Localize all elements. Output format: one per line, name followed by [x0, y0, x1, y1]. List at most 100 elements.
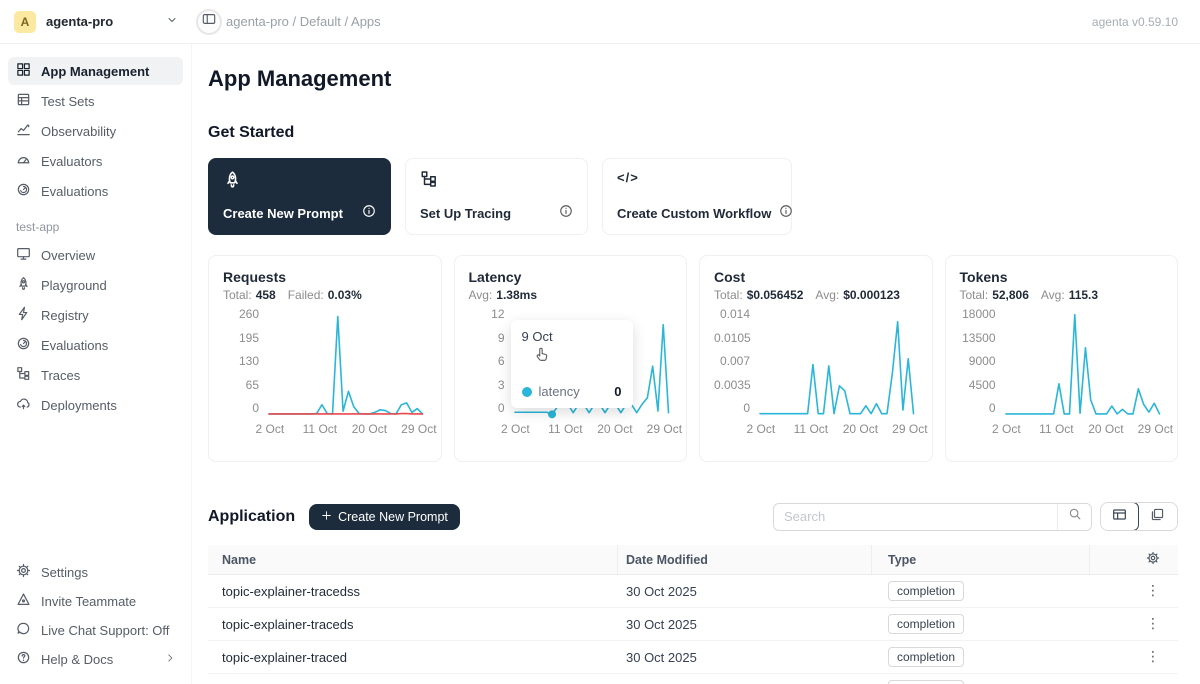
sidebar-item-help-docs[interactable]: Help & Docs: [8, 645, 183, 673]
y-tick: 0.0035: [714, 377, 751, 392]
create-new-prompt-button[interactable]: Create New Prompt: [309, 503, 460, 530]
y-tick: 18000: [962, 307, 996, 321]
sidebar-item-label: Registry: [41, 307, 89, 323]
y-tick: 0: [988, 401, 996, 415]
x-tick: 11 Oct: [302, 422, 338, 436]
column-header-type[interactable]: Type: [872, 545, 1090, 574]
info-icon[interactable]: [559, 204, 573, 223]
sidebar-item-evaluations-app[interactable]: Evaluations: [8, 331, 183, 359]
sidebar-item-registry[interactable]: Registry: [8, 301, 183, 329]
x-tick: 2 Oct: [992, 422, 1021, 436]
tooltip-series: latency: [538, 384, 580, 399]
hand-cursor-icon: [533, 346, 551, 369]
applications-table: Name Date Modified Type topic-explainer-…: [208, 545, 1178, 684]
search-input[interactable]: [774, 509, 1057, 524]
app-version: agenta v0.59.10: [1091, 14, 1178, 29]
chart-stat: Failed: 0.03%: [287, 288, 362, 302]
info-icon[interactable]: [779, 204, 793, 223]
sidebar-item-overview[interactable]: Overview: [8, 241, 183, 269]
sidebar-item-playground[interactable]: Playground: [8, 271, 183, 299]
info-icon[interactable]: [362, 204, 376, 223]
sidebar-item-invite-teammate[interactable]: Invite Teammate: [8, 587, 183, 615]
create-custom-workflow-card[interactable]: </> Create Custom Workflow: [602, 158, 793, 235]
x-tick: 11 Oct: [1039, 422, 1074, 436]
chart-title: Tokens: [959, 269, 1008, 285]
grid-icon: [16, 62, 31, 80]
sidebar-item-settings[interactable]: Settings: [8, 558, 183, 586]
sidebar-item-deployments[interactable]: Deployments: [8, 391, 183, 419]
sidebar-item-label: Observability: [41, 123, 117, 139]
row-menu-button[interactable]: ⋮: [1146, 649, 1160, 665]
rocket-icon: [16, 276, 31, 294]
sidebar-item-label: App Management: [41, 63, 150, 79]
card-label: Create Custom Workflow: [617, 206, 772, 221]
row-menu-button[interactable]: ⋮: [1146, 583, 1160, 599]
search-button[interactable]: [1057, 503, 1091, 530]
x-tick: 29 Oct: [1137, 422, 1174, 436]
column-header-date-modified[interactable]: Date Modified: [618, 545, 872, 574]
table-row[interactable]: career-assessment 27 Oct 2025 completion…: [208, 674, 1178, 684]
tree-icon: [420, 170, 573, 193]
table-row[interactable]: topic-explainer-tracedss 30 Oct 2025 com…: [208, 575, 1178, 608]
table-row[interactable]: topic-explainer-traceds 30 Oct 2025 comp…: [208, 608, 1178, 641]
y-tick: 12: [491, 307, 505, 321]
sidebar-section-label: test-app: [16, 220, 60, 234]
row-menu-button[interactable]: ⋮: [1146, 616, 1160, 632]
plot-area[interactable]: [1004, 312, 1164, 416]
y-tick: 130: [238, 354, 259, 368]
chart-title: Requests: [223, 269, 287, 285]
column-settings-gear-icon[interactable]: [1146, 551, 1160, 568]
tooltip-value: 0: [614, 384, 622, 399]
plot-area[interactable]: [267, 312, 427, 416]
gauge-icon: [16, 152, 31, 170]
card-label: Create New Prompt: [223, 206, 343, 221]
plot-area[interactable]: [513, 312, 673, 419]
row-menu-button[interactable]: ⋮: [1146, 682, 1160, 684]
y-tick: 0: [743, 401, 750, 415]
breadcrumb[interactable]: agenta-pro / Default / Apps: [226, 14, 381, 29]
y-tick: 260: [238, 307, 259, 321]
sidebar-item-observability[interactable]: Observability: [8, 117, 183, 145]
y-tick: 0: [497, 401, 505, 415]
sidebar-item-evaluations[interactable]: Evaluations: [8, 177, 183, 205]
y-tick: 9: [497, 330, 505, 345]
column-header-name[interactable]: Name: [208, 545, 618, 574]
app-name: topic-explainer-traced: [222, 649, 348, 665]
x-tick: 11 Oct: [793, 422, 829, 436]
app-date: 30 Oct 2025: [626, 649, 697, 665]
sidebar-toggle-button[interactable]: [196, 8, 222, 35]
cost-chart-card: Cost Total: $0.056452 Avg: $0.000123 0.014…: [699, 255, 933, 462]
x-axis-labels: 2 Oct 11 Oct 20 Oct 29 Oct: [256, 422, 437, 438]
sidebar-item-evaluators[interactable]: Evaluators: [8, 147, 183, 175]
sidebar-item-traces[interactable]: Traces: [8, 361, 183, 389]
tooltip-date: 9 Oct: [521, 329, 553, 344]
workspace-switcher[interactable]: A agenta-pro: [0, 10, 192, 33]
table-view-button[interactable]: [1101, 503, 1139, 530]
sidebar-item-app-management[interactable]: App Management: [8, 57, 183, 85]
sidebar-item-test-sets[interactable]: Test Sets: [8, 87, 183, 115]
sidebar-item-label: Overview: [41, 247, 96, 263]
x-tick: 20 Oct: [351, 422, 388, 436]
card-view-button[interactable]: [1138, 503, 1177, 530]
sidebar-item-live-chat[interactable]: Live Chat Support: Off: [8, 616, 183, 644]
series-dot: [521, 386, 532, 397]
y-tick: 0.014: [719, 307, 750, 321]
x-tick: 20 Oct: [597, 422, 633, 436]
chart-stat: Avg: 1.38ms: [468, 288, 538, 302]
x-tick: 2 Oct: [501, 422, 530, 436]
panel-toggle-icon: [202, 12, 216, 31]
gear-icon: [16, 563, 31, 581]
invite-icon: [16, 592, 31, 610]
hovered-point-dot: [547, 410, 556, 419]
table-row[interactable]: topic-explainer-traced 30 Oct 2025 compl…: [208, 641, 1178, 674]
x-axis-labels: 2 Oct 11 Oct 20 Oct 29 Oct: [501, 422, 682, 438]
plot-area[interactable]: [758, 312, 918, 416]
sidebar-item-label: Deployments: [41, 397, 117, 413]
y-tick: 0.0105: [714, 330, 751, 345]
chart-title: Cost: [714, 269, 746, 285]
set-up-tracing-card[interactable]: Set Up Tracing: [405, 158, 588, 235]
y-axis-labels: 0.014 0.0105 0.007 0.0035 0: [714, 307, 751, 415]
create-new-prompt-card[interactable]: Create New Prompt: [208, 158, 391, 235]
chart-stat: Total: 52,806: [959, 288, 1029, 302]
y-axis-labels: 260 195 130 65 0: [223, 307, 259, 415]
